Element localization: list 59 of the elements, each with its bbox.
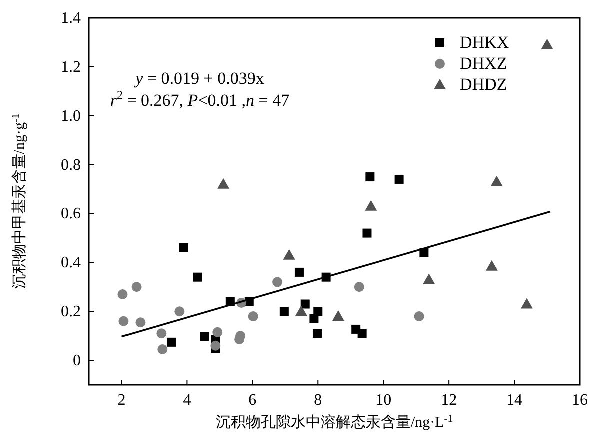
y-tick-label: 0.2 xyxy=(61,304,81,321)
point xyxy=(314,307,323,316)
x-tick-label: 10 xyxy=(376,392,392,409)
point xyxy=(366,172,375,182)
point xyxy=(365,200,378,211)
point xyxy=(166,338,176,347)
point xyxy=(486,260,498,271)
point xyxy=(248,311,258,322)
point xyxy=(156,328,167,339)
point xyxy=(212,327,223,338)
y-tick-label: 0.4 xyxy=(61,254,81,272)
point xyxy=(136,318,146,328)
point xyxy=(310,314,319,324)
x-tick-label: 12 xyxy=(441,392,458,409)
point xyxy=(423,274,436,284)
point xyxy=(158,344,168,355)
point xyxy=(132,282,142,292)
point xyxy=(300,300,310,309)
point xyxy=(394,174,404,184)
point xyxy=(118,289,128,300)
x-tick-label: 14 xyxy=(506,392,523,409)
point xyxy=(295,306,308,316)
x-tick-label: 2 xyxy=(118,392,126,409)
point xyxy=(272,277,283,288)
point xyxy=(354,282,364,292)
point xyxy=(118,316,129,326)
x-tick-label: 16 xyxy=(572,392,588,409)
legend-label: DHXZ xyxy=(460,54,508,73)
point xyxy=(490,176,503,186)
point xyxy=(362,228,372,238)
point xyxy=(332,310,344,321)
point xyxy=(200,332,210,342)
y-tick-label: 1.4 xyxy=(61,10,81,27)
x-tick-label: 4 xyxy=(183,392,192,409)
point xyxy=(179,243,188,252)
legend-label: DHDZ xyxy=(460,75,508,94)
point xyxy=(312,329,322,338)
annotation: r$^{2}$ = 0.267, P<0.01 ,n = 47 xyxy=(110,88,290,110)
point xyxy=(520,298,533,309)
y-tick-label: 0.6 xyxy=(61,206,81,223)
point xyxy=(210,340,221,351)
point xyxy=(358,329,367,338)
y-tick-label: 1.0 xyxy=(61,108,81,125)
point xyxy=(193,272,202,282)
x-axis-title: 沉积物孔隙水中溶解态汞含量/ng·L$^{-1}$ xyxy=(216,414,454,431)
y-tick-label: 0 xyxy=(73,352,81,370)
point xyxy=(280,307,289,316)
x-tick-label: 6 xyxy=(248,392,257,409)
legend-label: DHKX xyxy=(460,33,510,52)
point xyxy=(541,38,554,50)
point xyxy=(218,178,230,189)
y-tick-label: 1.2 xyxy=(61,58,81,76)
point xyxy=(414,311,424,322)
point xyxy=(294,268,304,277)
y-tick-label: 0.8 xyxy=(61,156,81,174)
point xyxy=(283,249,296,260)
point xyxy=(174,306,185,317)
annotation: y = 0.019 + 0.039x xyxy=(134,69,265,88)
x-tick-label: 8 xyxy=(314,392,322,409)
